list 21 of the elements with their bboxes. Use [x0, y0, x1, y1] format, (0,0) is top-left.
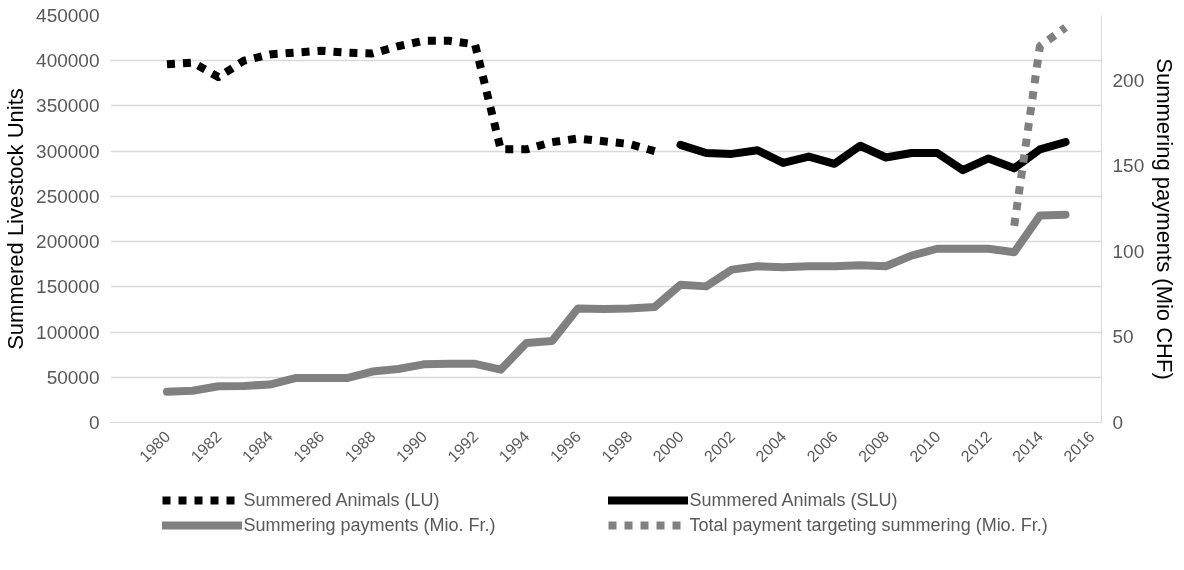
y-tick-label: 350000: [36, 95, 100, 117]
y2-tick-label: 100: [1112, 240, 1145, 262]
y-tick-label: 100000: [36, 321, 100, 343]
y-tick-label: 400000: [36, 50, 100, 72]
y-tick-label: 450000: [36, 5, 100, 26]
y-tick-label: 300000: [36, 140, 100, 162]
y2-tick-label: 50: [1112, 326, 1134, 348]
y-axis-title: Summered Livestock Units: [3, 88, 29, 350]
y-tick-label: 50000: [46, 366, 100, 388]
y2-axis-title: Summering payments (Mio CHF): [1152, 58, 1178, 380]
legend-label: Summered Animals (LU): [243, 489, 441, 511]
y-tick-label: 200000: [36, 231, 100, 253]
legend-label: Total payment targeting summering (Mio. Fr.): [689, 514, 1049, 536]
y-tick-label: 0: [88, 412, 100, 433]
y2-tick-label: 150: [1112, 155, 1145, 177]
y-tick-label: 150000: [36, 276, 100, 298]
legend-label: Summered Animals (SLU): [689, 489, 899, 511]
y2-tick-label: 0: [1112, 412, 1124, 433]
y2-tick-label: 200: [1112, 69, 1145, 91]
legend-label: Summering payments (Mio. Fr.): [243, 514, 497, 536]
y-tick-label: 250000: [36, 185, 100, 207]
